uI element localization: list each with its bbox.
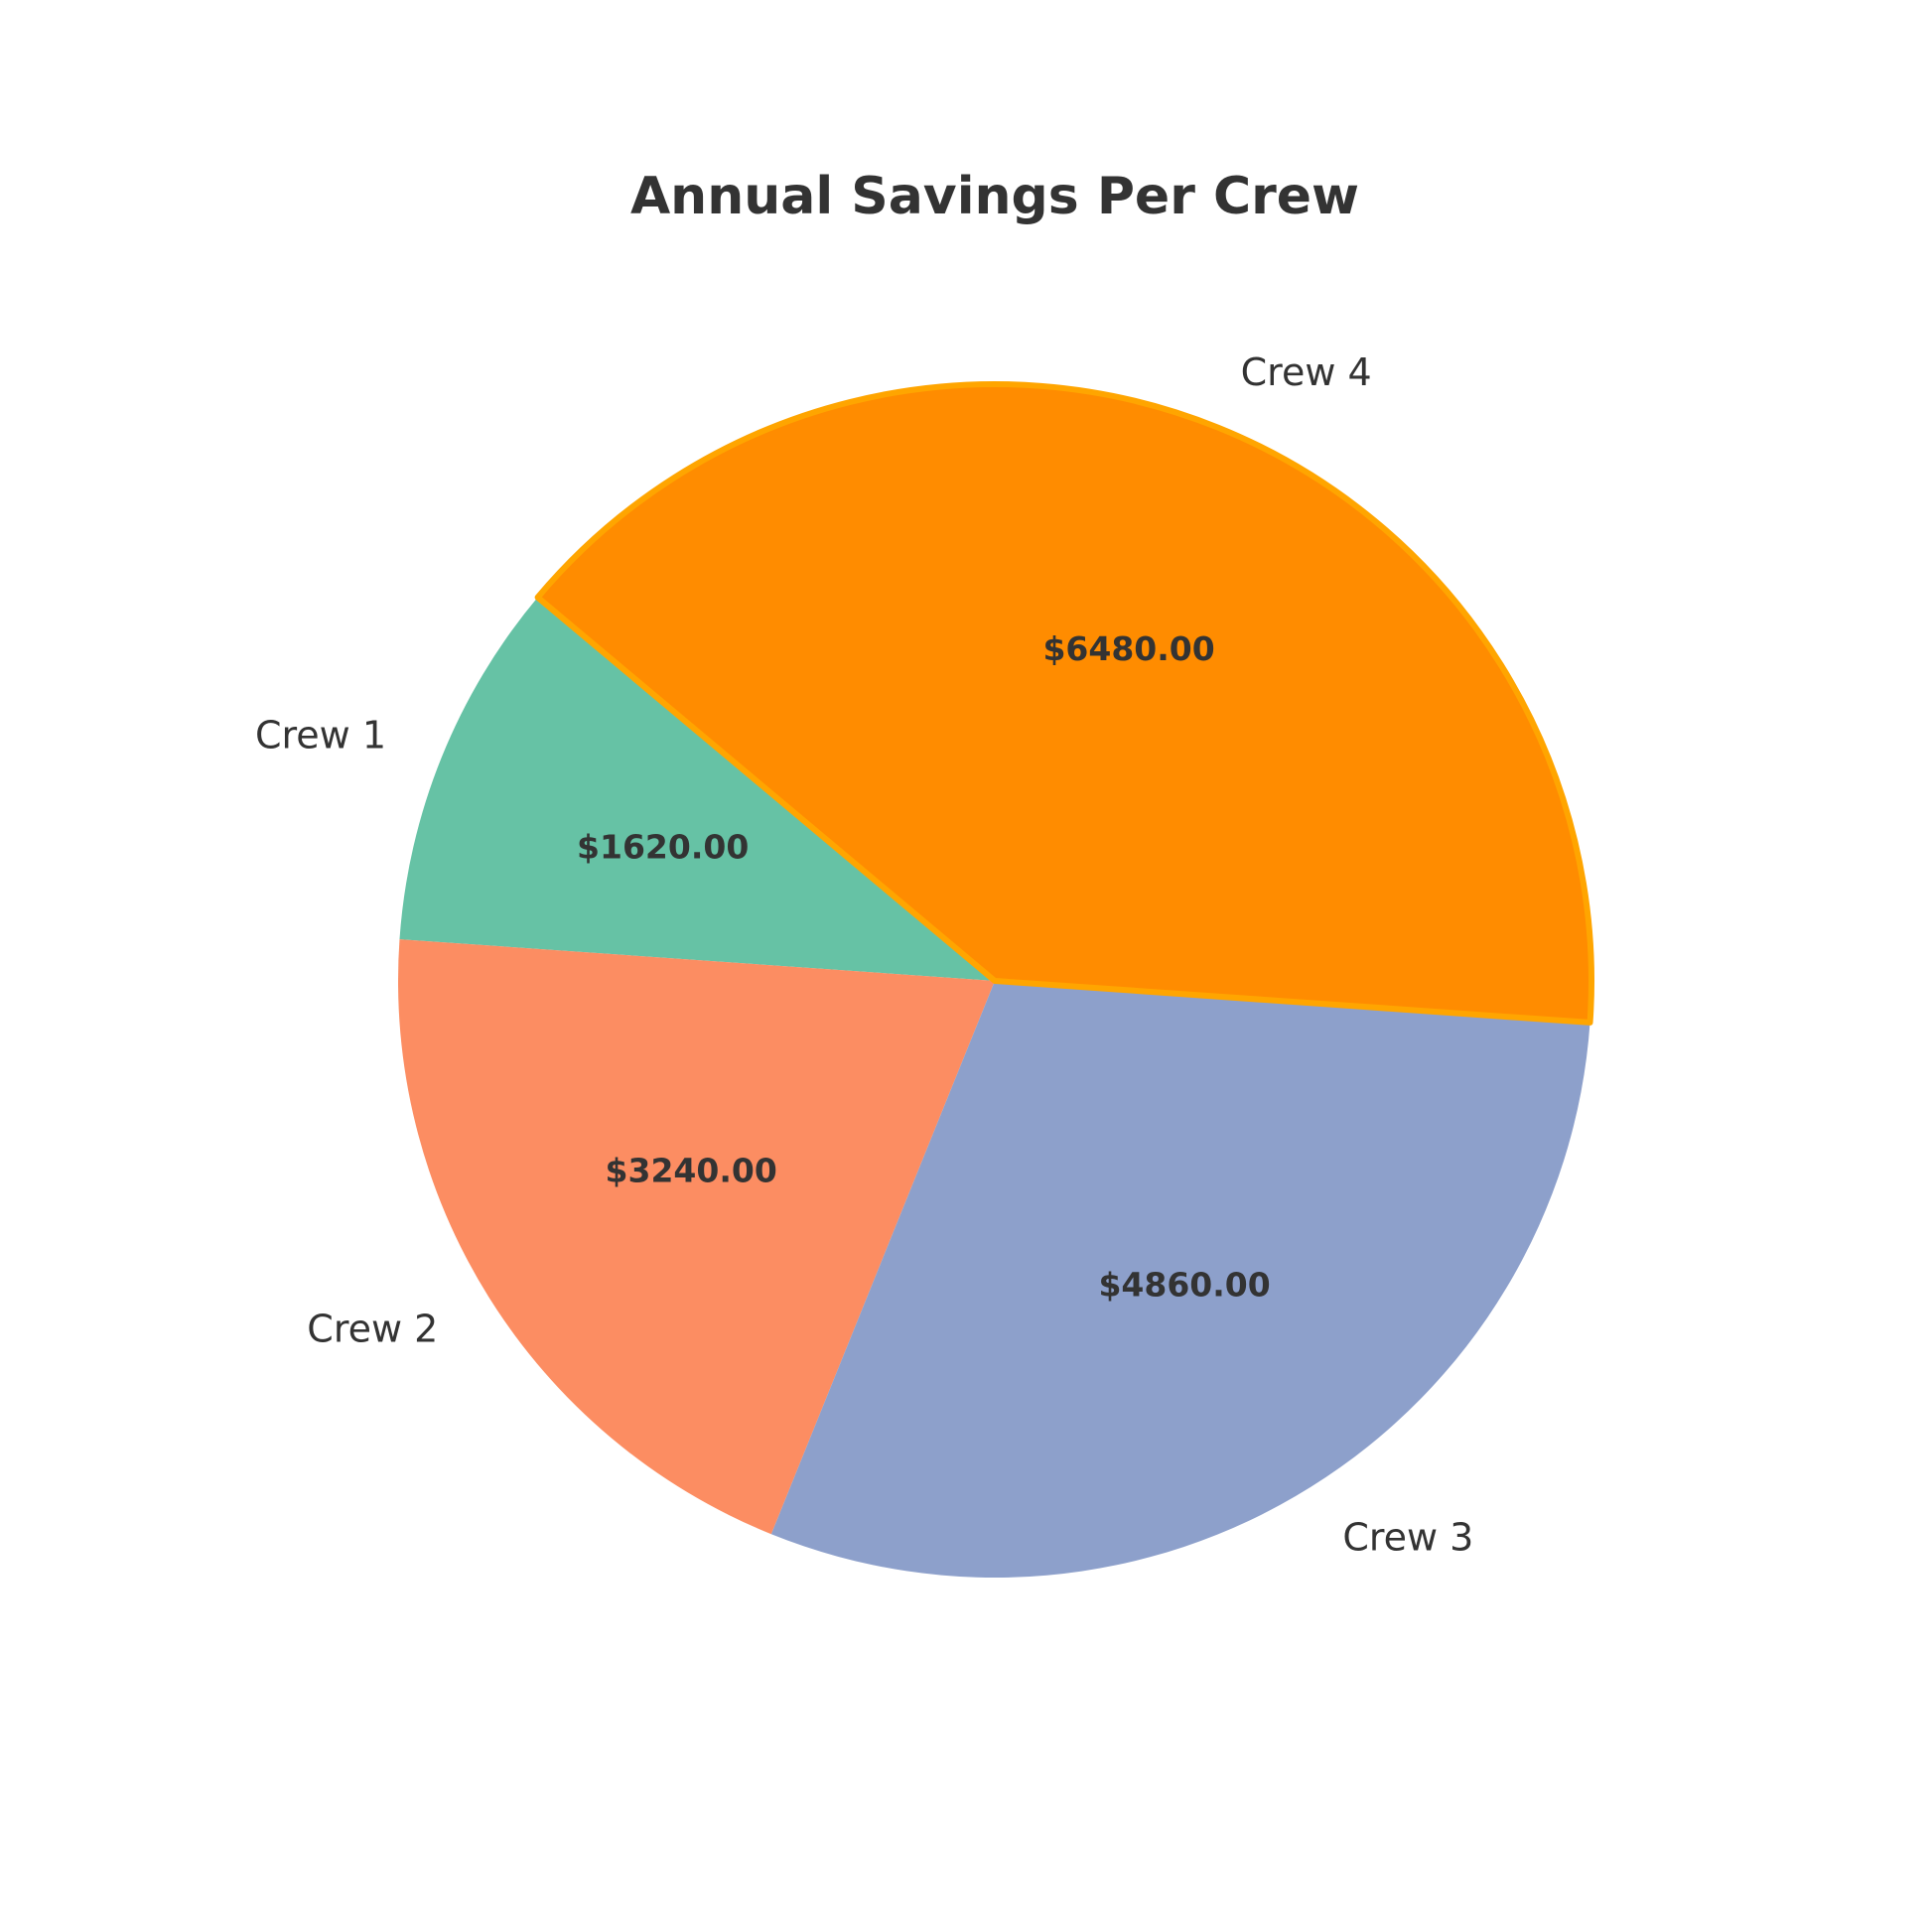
slice-label-crew-2: Crew 2 <box>307 1307 438 1350</box>
value-label-crew-2: $3240.00 <box>606 1152 777 1190</box>
pie-slice-crew-1 <box>399 597 996 981</box>
pie-category-labels: Crew 1 Crew 2 Crew 3 Crew 4 <box>255 350 1473 1560</box>
value-label-crew-1: $1620.00 <box>577 827 749 866</box>
pie-slice-crew-4 <box>534 381 1595 1026</box>
pie-value-labels: $1620.00 $3240.00 $4860.00 $6480.00 <box>577 629 1271 1304</box>
slice-label-crew-1: Crew 1 <box>255 713 386 757</box>
slice-label-crew-4: Crew 4 <box>1241 350 1372 394</box>
pie-slices <box>398 381 1595 1579</box>
value-label-crew-3: $4860.00 <box>1098 1265 1270 1304</box>
pie-slice-crew-2 <box>398 939 996 1535</box>
value-label-crew-4: $6480.00 <box>1042 629 1214 668</box>
slice-label-crew-3: Crew 3 <box>1342 1516 1473 1560</box>
chart-title: Annual Savings Per Crew <box>630 167 1359 226</box>
pie-slice-crew-3 <box>770 981 1590 1579</box>
